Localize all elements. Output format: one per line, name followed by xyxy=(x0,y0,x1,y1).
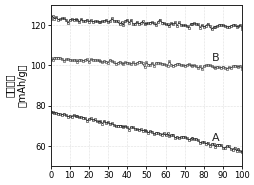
Y-axis label: 放电容量
（mAh/g）: 放电容量 （mAh/g） xyxy=(5,64,27,107)
Text: B: B xyxy=(211,53,218,63)
Text: A: A xyxy=(211,133,218,143)
